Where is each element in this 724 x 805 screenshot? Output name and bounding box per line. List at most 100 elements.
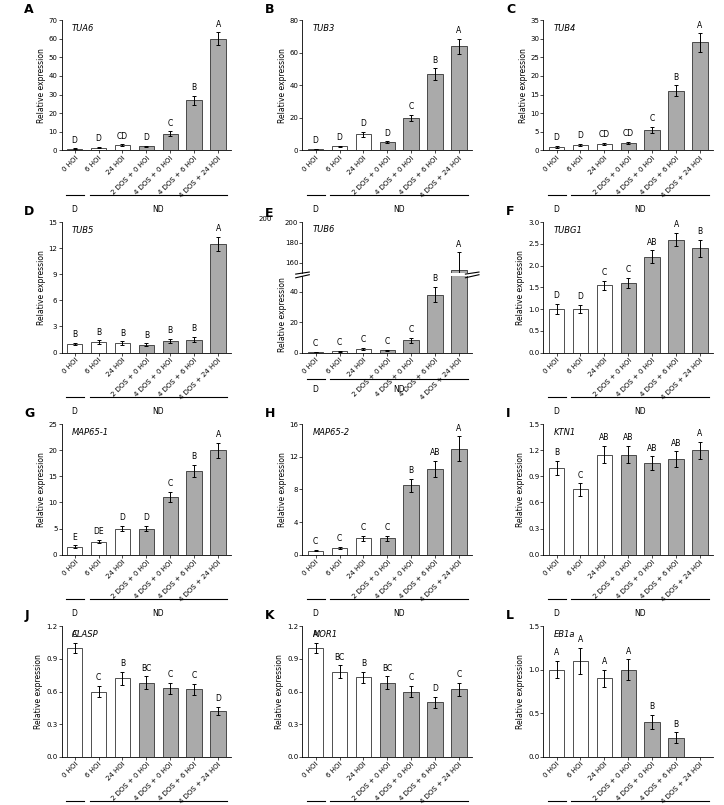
Bar — [644, 257, 660, 353]
Text: C: C — [408, 325, 414, 334]
Bar — [162, 341, 178, 353]
Text: B: B — [120, 328, 125, 337]
Text: D: D — [313, 385, 319, 394]
Text: D: D — [337, 133, 342, 142]
Bar — [138, 529, 154, 555]
Text: A: A — [697, 20, 702, 30]
Text: A: A — [554, 649, 559, 658]
Bar — [451, 270, 467, 426]
Text: D: D — [72, 205, 77, 214]
Text: A: A — [216, 19, 221, 29]
Y-axis label: Relative expression: Relative expression — [34, 654, 43, 729]
Bar — [427, 469, 443, 555]
Bar — [668, 240, 684, 353]
Text: ND: ND — [634, 407, 646, 416]
Text: G: G — [24, 407, 35, 420]
Bar — [355, 349, 371, 353]
Bar — [114, 145, 130, 151]
Bar — [427, 387, 443, 426]
Text: AB: AB — [599, 433, 610, 442]
Text: A: A — [313, 630, 319, 639]
Bar — [668, 459, 684, 555]
Text: ND: ND — [393, 385, 405, 394]
Text: C: C — [602, 268, 607, 277]
Text: D: D — [313, 205, 319, 214]
Text: AB: AB — [647, 237, 657, 247]
Bar — [597, 285, 613, 353]
Bar — [620, 455, 636, 555]
Text: A: A — [602, 657, 607, 667]
Bar — [597, 144, 613, 151]
Text: AB: AB — [430, 448, 440, 457]
Bar — [138, 345, 154, 353]
Y-axis label: Relative expression: Relative expression — [516, 654, 525, 729]
Text: C: C — [506, 3, 515, 16]
Text: B: B — [673, 720, 678, 729]
Y-axis label: Relative expression: Relative expression — [277, 452, 287, 527]
Bar — [644, 722, 660, 757]
Text: DE: DE — [93, 527, 104, 536]
Text: C: C — [408, 674, 414, 683]
Bar — [186, 340, 202, 353]
Text: L: L — [506, 609, 514, 622]
Text: C: C — [313, 339, 319, 348]
Bar — [379, 424, 395, 426]
Text: C: C — [384, 337, 390, 346]
Text: E: E — [265, 207, 274, 220]
Bar — [162, 134, 178, 151]
Text: C: C — [361, 335, 366, 345]
Bar — [332, 425, 348, 426]
Y-axis label: Relative expression: Relative expression — [37, 47, 46, 122]
Text: C: C — [578, 471, 583, 480]
Y-axis label: Relative expression: Relative expression — [277, 47, 287, 122]
Text: B: B — [168, 327, 173, 336]
Bar — [379, 142, 395, 151]
Text: C: C — [456, 671, 462, 679]
Text: BC: BC — [141, 663, 151, 673]
Bar — [549, 147, 565, 151]
Bar — [162, 688, 178, 757]
Text: B: B — [432, 56, 438, 64]
Bar — [210, 450, 226, 555]
Text: B: B — [192, 83, 197, 92]
Bar — [67, 648, 83, 757]
Bar — [403, 118, 419, 151]
Text: B: B — [432, 275, 438, 283]
Bar — [90, 542, 106, 555]
Text: A: A — [72, 630, 77, 639]
Bar — [308, 551, 324, 555]
Text: ND: ND — [634, 609, 646, 618]
Text: MAP65-2: MAP65-2 — [313, 428, 350, 437]
Text: AB: AB — [647, 444, 657, 452]
Bar — [90, 691, 106, 757]
Bar — [355, 134, 371, 151]
Text: E: E — [72, 533, 77, 542]
Text: A: A — [456, 424, 462, 433]
Text: D: D — [24, 205, 35, 218]
Text: C: C — [96, 674, 101, 683]
Bar — [308, 648, 324, 757]
Text: B: B — [144, 331, 149, 340]
Text: TUB6: TUB6 — [313, 225, 335, 233]
Text: I: I — [506, 407, 510, 420]
Bar — [114, 679, 130, 757]
Bar — [403, 691, 419, 757]
Bar — [403, 341, 419, 353]
Bar — [620, 143, 636, 151]
Text: BC: BC — [334, 653, 345, 662]
Text: ND: ND — [153, 407, 164, 416]
Text: D: D — [215, 694, 221, 703]
Text: AB: AB — [623, 433, 634, 442]
Bar — [549, 309, 565, 353]
Bar — [692, 43, 708, 151]
Bar — [451, 119, 467, 353]
Y-axis label: Relative expression: Relative expression — [516, 250, 525, 324]
Bar — [67, 344, 83, 353]
Bar — [332, 548, 348, 555]
Bar — [451, 46, 467, 151]
Bar — [355, 677, 371, 757]
Bar — [186, 100, 202, 151]
Bar — [186, 471, 202, 555]
Bar — [186, 689, 202, 757]
Text: D: D — [432, 684, 438, 693]
